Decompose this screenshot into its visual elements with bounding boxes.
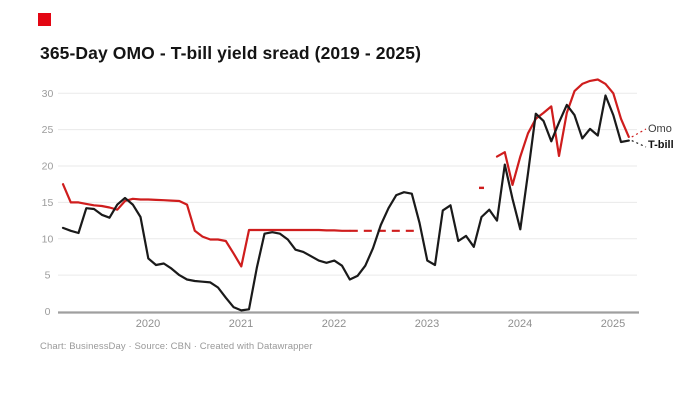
omo-line [495, 78, 630, 186]
businessday-brand-mark [38, 13, 51, 26]
y-tick-label: 10 [42, 233, 54, 245]
t-bill-line [61, 94, 630, 312]
attribution-footer: Chart: BusinessDay · Source: CBN · Creat… [40, 341, 313, 352]
x-tick-label: 2022 [322, 318, 346, 330]
x-tick-label: 2021 [229, 318, 253, 330]
y-tick-label: 30 [42, 88, 54, 100]
y-tick-label: 0 [45, 306, 51, 318]
x-tick-label: 2023 [415, 318, 439, 330]
y-tick-label: 15 [42, 197, 54, 209]
legend-label-omo: Omo [648, 123, 672, 135]
page-title: 365-Day OMO - T-bill yield sread (2019 -… [40, 43, 422, 63]
y-tick-label: 20 [42, 161, 54, 173]
y-tick-label: 25 [42, 124, 54, 136]
omo-label-connector [631, 128, 647, 138]
x-tick-label: 2025 [601, 318, 625, 330]
t-bill-label-connector [631, 140, 647, 148]
x-tick-label: 2020 [136, 318, 160, 330]
omo-line [61, 183, 351, 268]
y-tick-label: 5 [45, 270, 51, 282]
x-tick-label: 2024 [508, 318, 532, 330]
legend-label-tbill: T-bill [648, 139, 674, 151]
